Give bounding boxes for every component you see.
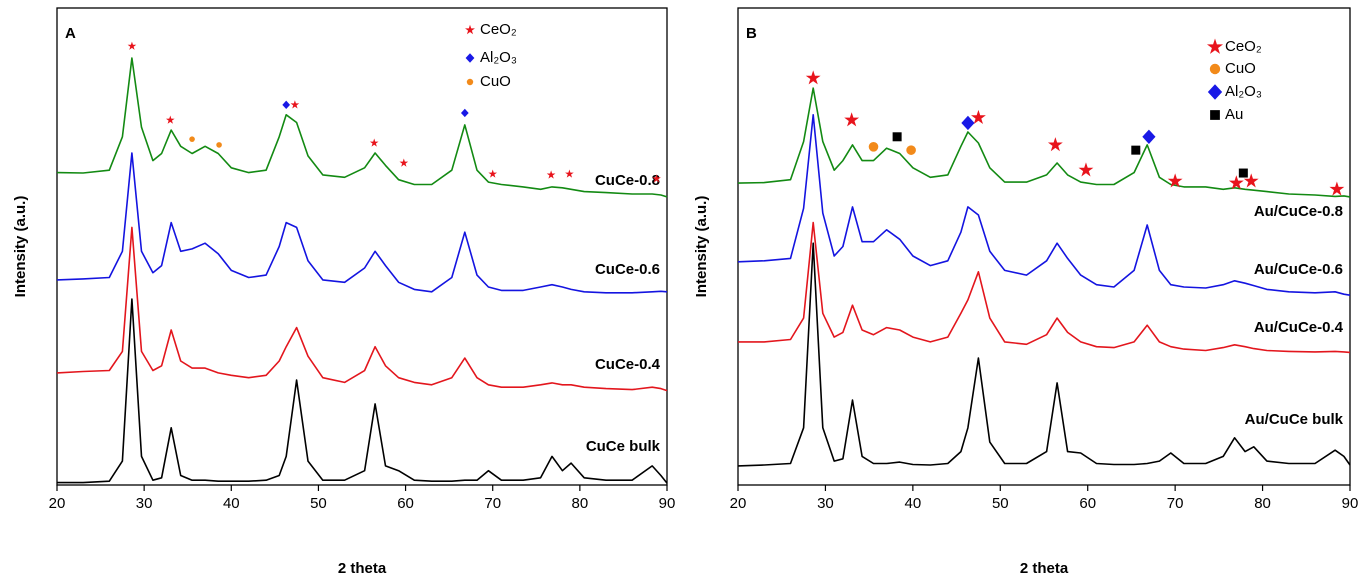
plot-frame (56, 7, 668, 486)
x-axis-label: 2 theta (338, 560, 387, 577)
data-line (737, 87, 1351, 198)
x-tick-label: 80 (572, 495, 589, 512)
plot-frame (737, 7, 1351, 486)
legend-label: CeO₂ (1225, 38, 1262, 55)
x-tick-label: 60 (397, 495, 414, 512)
legend-symbol (466, 78, 474, 86)
x-tick-label: 40 (905, 495, 922, 512)
data-line (737, 242, 1351, 467)
data-line (56, 226, 668, 392)
marker-star (1078, 162, 1094, 177)
panel-label: A (65, 25, 76, 42)
legend-symbol (465, 24, 475, 35)
marker-circle (906, 145, 916, 155)
marker-star (805, 70, 821, 85)
marker-diamond (1142, 129, 1156, 144)
x-tick-label: 90 (659, 495, 676, 512)
marker-square (1238, 168, 1248, 178)
data-line (737, 114, 1351, 296)
x-tick-label: 70 (1167, 495, 1184, 512)
marker-diamond (282, 100, 291, 110)
series-label: Au/CuCe bulk (1245, 411, 1344, 428)
marker-star (399, 158, 409, 167)
marker-star (1228, 175, 1244, 190)
legend-symbol (1207, 84, 1223, 100)
legend-label: CuO (480, 73, 511, 90)
series-label: Au/CuCe-0.4 (1254, 319, 1344, 336)
data-line (738, 221, 1351, 354)
legend-label: CuO (1225, 60, 1256, 77)
legend-label: Au (1225, 106, 1243, 123)
x-tick-label: 30 (817, 495, 834, 512)
marker-diamond (961, 115, 975, 131)
marker-square (1131, 145, 1141, 155)
x-tick-label: 20 (49, 495, 66, 512)
marker-circle (868, 142, 879, 152)
x-tick-label: 60 (1079, 495, 1096, 512)
x-tick-label: 40 (223, 495, 240, 512)
x-axis-label: 2 theta (1020, 560, 1069, 577)
legend-label: Al₂O₃ (480, 49, 517, 66)
marker-star (127, 41, 137, 50)
marker-circle (189, 136, 195, 142)
series-label: CuCe-0.8 (595, 172, 660, 189)
data-line (57, 298, 668, 484)
marker-star (971, 109, 986, 125)
x-tick-label: 90 (1342, 495, 1359, 512)
marker-circle (216, 142, 222, 148)
panel-label: B (746, 25, 757, 42)
marker-star (565, 169, 574, 178)
legend-symbol (465, 53, 475, 63)
marker-star (488, 169, 498, 178)
marker-star (369, 138, 379, 147)
x-tick-label: 20 (730, 495, 747, 512)
legend-label: Al₂O₃ (1225, 83, 1262, 100)
marker-square (892, 132, 902, 142)
legend-symbol (1210, 110, 1220, 120)
marker-star (1243, 173, 1259, 188)
marker-diamond (460, 108, 469, 118)
series-label: Au/CuCe-0.6 (1254, 261, 1343, 278)
series-label: CuCe-0.6 (595, 261, 660, 278)
series-label: CuCe-0.4 (595, 356, 661, 373)
data-line (56, 57, 668, 198)
y-axis-label: Intensity (a.u.) (12, 196, 29, 298)
x-tick-label: 50 (310, 495, 327, 512)
marker-star (652, 174, 661, 183)
marker-star (165, 115, 175, 124)
x-tick-label: 80 (1254, 495, 1271, 512)
marker-star (1167, 173, 1183, 188)
x-tick-label: 70 (484, 495, 501, 512)
series-label: Au/CuCe-0.8 (1254, 203, 1343, 220)
marker-star (844, 112, 860, 127)
marker-star (1329, 181, 1345, 196)
legend-symbol (1209, 63, 1221, 75)
marker-star (290, 100, 300, 109)
marker-star (546, 170, 556, 179)
marker-star (1047, 137, 1063, 152)
series-label: CuCe bulk (586, 438, 661, 455)
data-line (56, 152, 668, 294)
x-tick-label: 50 (992, 495, 1009, 512)
legend-label: CeO₂ (480, 21, 517, 38)
legend-symbol (1206, 38, 1224, 54)
y-axis-label: Intensity (a.u.) (693, 196, 710, 298)
x-tick-label: 30 (136, 495, 153, 512)
